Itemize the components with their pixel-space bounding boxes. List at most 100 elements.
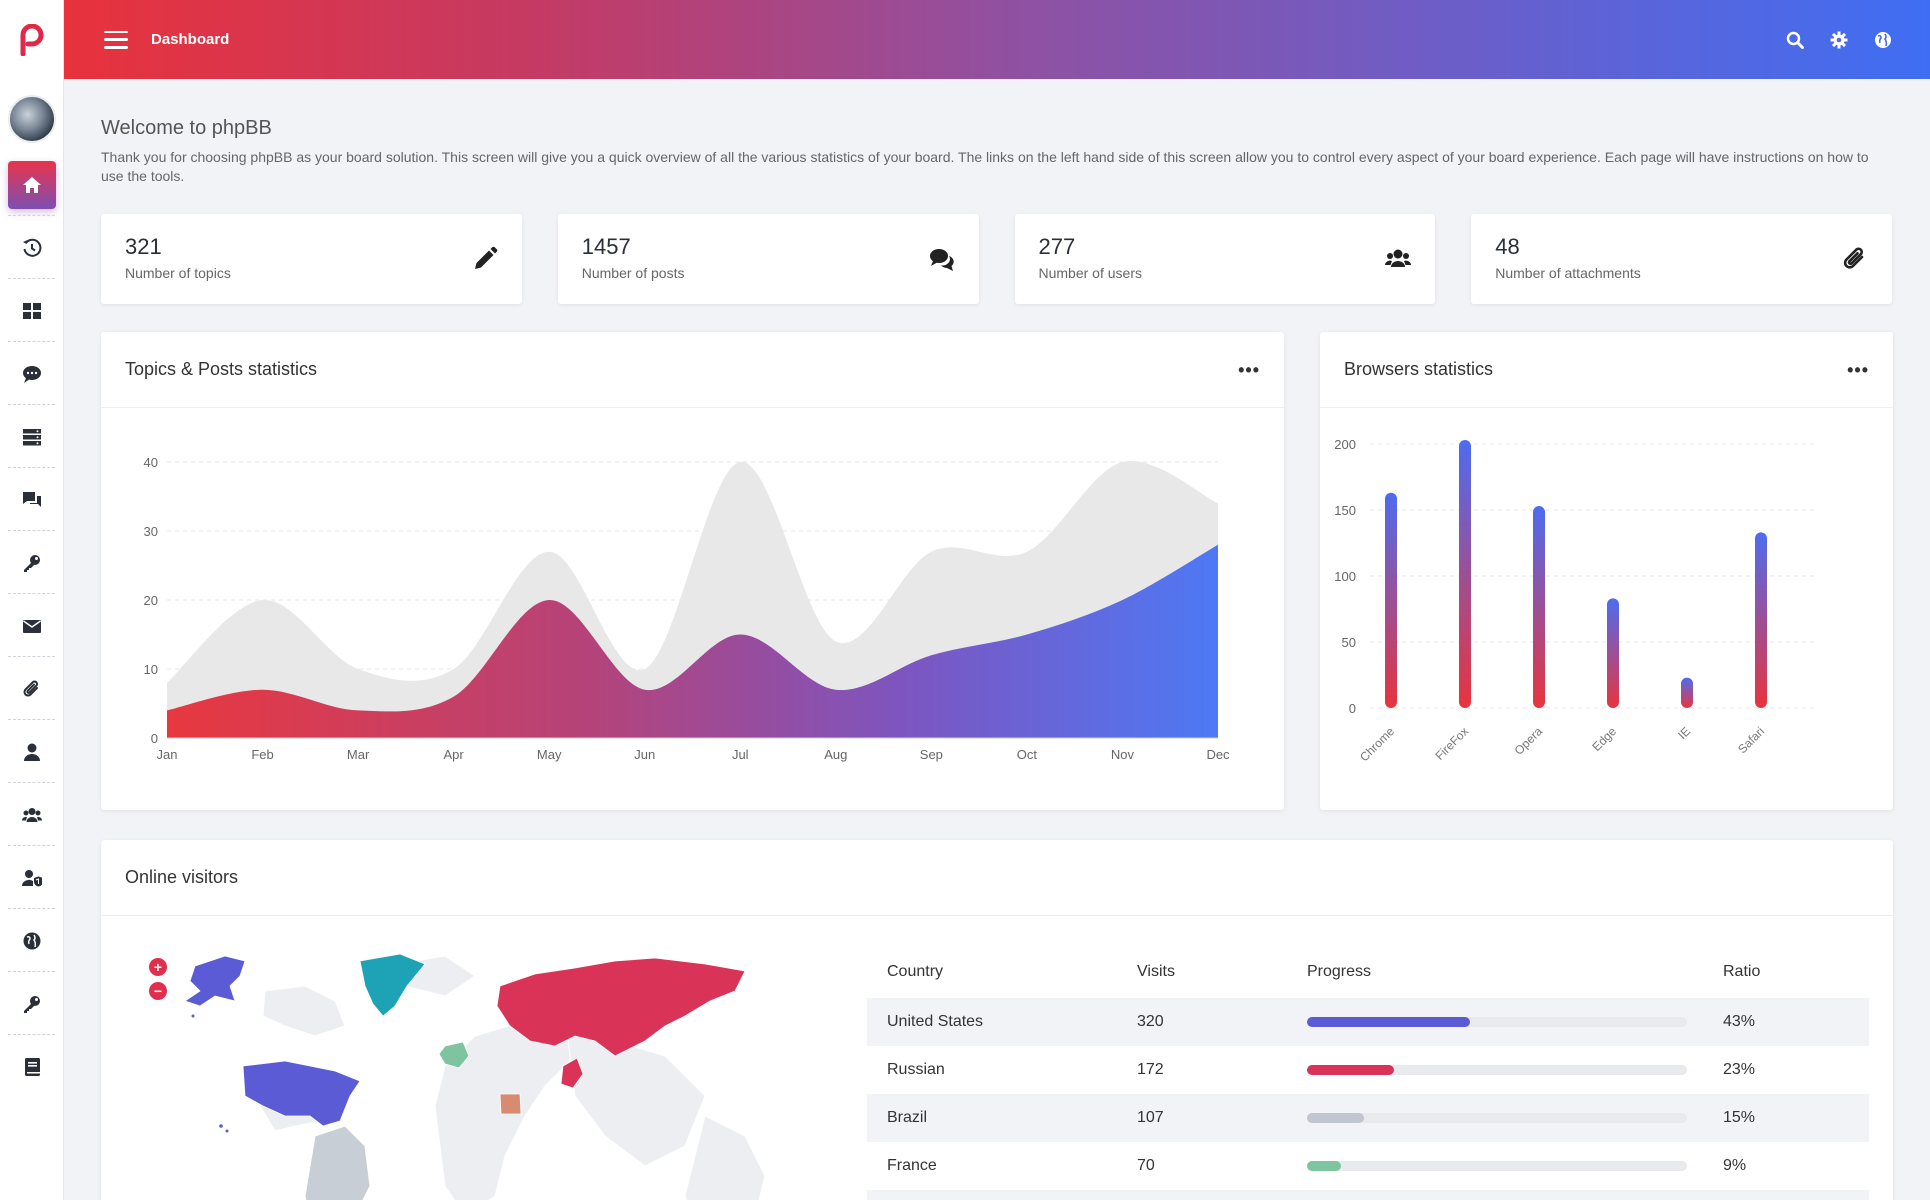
panel-header: Online visitors (101, 840, 1893, 916)
progress-bar (1307, 1065, 1687, 1075)
stat-label: Number of users (1038, 265, 1142, 281)
x-tick-label: Safari (1735, 724, 1767, 756)
progress-fill (1307, 1161, 1342, 1171)
sidebar-nav (0, 153, 63, 1098)
stats-panels: Topics & Posts statistics ••• 0 10 20 30 40 J… (101, 332, 1893, 810)
x-tick-label: Jan (157, 747, 178, 762)
phpbb-logo-icon (20, 23, 43, 56)
topbar: Dashboard (64, 0, 1930, 79)
x-tick-label: Edge (1589, 724, 1619, 754)
main-content: Welcome to phpBB Thank you for choosing … (101, 79, 1893, 1200)
table-row: Greenland40 5% (867, 1190, 1869, 1200)
page-title: Dashboard (151, 31, 230, 48)
welcome-title: Welcome to phpBB (101, 117, 272, 139)
world-map[interactable]: + − (145, 946, 785, 1200)
visitors-table: Country Visits Progress Ratio United Sta… (867, 946, 1869, 1200)
table-row: France 70 9% (867, 1142, 1869, 1190)
sidebar-item-history[interactable] (0, 216, 63, 279)
ratio-cell: 9% (1723, 1157, 1747, 1174)
sidebar-item-logs[interactable] (0, 1035, 63, 1098)
browsers-chart: 0 50 100 150 200 Chrome FireFox Opera Edge IE Safa… (1334, 437, 1814, 764)
stat-label: Number of attachments (1495, 265, 1641, 281)
stat-card-topics: 321 Number of topics (101, 214, 522, 304)
paperclip-icon (1843, 247, 1864, 269)
sidebar-item-user[interactable] (0, 720, 63, 783)
stat-card-attachments: 48 Number of attachments (1471, 214, 1892, 304)
more-options-button[interactable]: ••• (1238, 359, 1260, 380)
sidebar-item-chat[interactable] (0, 342, 63, 405)
table-header-row: Country Visits Progress Ratio (867, 946, 1869, 998)
ratio-cell: 5% (1703, 1190, 1869, 1200)
sidebar-item-home[interactable] (0, 153, 63, 216)
y-tick-label: 0 (151, 731, 158, 746)
sidebar-item-groups[interactable] (0, 783, 63, 846)
series-area-front (167, 544, 1218, 738)
visits-cell: 320 (1117, 998, 1287, 1046)
pencil-icon (474, 246, 497, 269)
x-tick-label: Aug (824, 747, 847, 762)
search-icon[interactable] (1786, 31, 1804, 49)
stat-label: Number of topics (125, 265, 231, 281)
welcome-text: Thank you for choosing phpBB as your boa… (101, 149, 1869, 184)
menu-toggle-button[interactable] (104, 30, 128, 49)
bar-chrome (1385, 492, 1397, 708)
sidebar-item-globe[interactable] (0, 909, 63, 972)
bar-safari (1755, 532, 1767, 708)
phpbb-logo[interactable] (0, 0, 63, 79)
globe-icon (23, 932, 40, 949)
avatar[interactable] (7, 95, 56, 143)
x-tick-label: Jun (634, 747, 655, 762)
visitors-body: + − (101, 916, 1893, 1200)
y-tick-label: 0 (1349, 701, 1356, 716)
bar-ie (1681, 677, 1693, 708)
sidebar-item-permissions[interactable] (0, 531, 63, 594)
stat-card-posts: 1457 Number of posts (557, 214, 979, 304)
zoom-in-button[interactable]: + (149, 958, 167, 976)
country-cell: Brazil (867, 1094, 1117, 1142)
stat-value: 277 (1038, 234, 1076, 259)
progress-bar (1307, 1017, 1687, 1027)
sidebar-item-forums[interactable] (0, 468, 63, 531)
topbar-actions (1786, 31, 1892, 49)
y-tick-label: 10 (144, 662, 158, 677)
visits-cell: 40 (1117, 1190, 1287, 1200)
more-options-button[interactable]: ••• (1847, 359, 1869, 380)
sidebar-item-server[interactable] (0, 405, 63, 468)
world-map-svg (184, 953, 766, 1200)
ratio-cell: 43% (1703, 998, 1869, 1046)
x-tick-label: Opera (1512, 724, 1546, 758)
zoom-out-button[interactable]: − (149, 982, 167, 1000)
server-icon (22, 428, 41, 445)
key-icon (23, 554, 40, 572)
stat-card-users: 277 Number of users (1014, 214, 1436, 304)
country-cell: Russian (887, 1061, 945, 1078)
y-tick-label: 100 (1334, 569, 1356, 584)
globe-icon[interactable] (1874, 31, 1892, 49)
gear-icon[interactable] (1830, 31, 1848, 49)
y-tick-label: 20 (144, 593, 158, 608)
x-tick-label: FireFox (1432, 724, 1471, 763)
progress-fill (1307, 1017, 1471, 1027)
topics-posts-chart: 0 10 20 30 40 Jan Feb Mar Apr May Jun Jul Aug Sep Oct N… (144, 455, 1231, 762)
user-icon (23, 743, 40, 761)
panel-title: Topics & Posts statistics (125, 359, 318, 379)
stats-cards: 321 Number of topics 1457 Number of post… (101, 214, 1892, 304)
y-tick-label: 40 (144, 455, 158, 470)
stat-value: 48 (1495, 234, 1520, 259)
bar-opera (1533, 506, 1545, 708)
progress-cell (1287, 1094, 1703, 1142)
column-header-visits: Visits (1137, 963, 1175, 980)
sidebar-item-security[interactable] (0, 972, 63, 1035)
x-tick-label: Nov (1111, 747, 1135, 762)
sidebar-item-attachments[interactable] (0, 657, 63, 720)
sidebar-item-user-shield[interactable] (0, 846, 63, 909)
x-tick-label: Oct (1017, 747, 1038, 762)
book-icon (24, 1057, 40, 1076)
online-visitors-panel: Online visitors + − (101, 840, 1893, 1200)
bar-firefox (1459, 440, 1471, 708)
sidebar-item-grid[interactable] (0, 279, 63, 342)
x-tick-label: May (537, 747, 562, 762)
topics-posts-panel: Topics & Posts statistics ••• 0 10 20 30 40 J… (101, 332, 1284, 810)
sidebar-item-mail[interactable] (0, 594, 63, 657)
country-cell: Greenland (867, 1190, 1117, 1200)
